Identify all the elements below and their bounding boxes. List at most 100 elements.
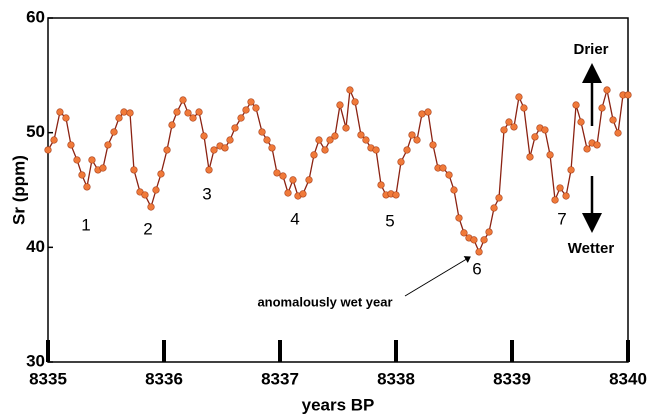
annotation: 6 <box>472 259 481 278</box>
data-point <box>413 136 421 144</box>
data-point <box>83 183 91 191</box>
data-point <box>279 172 287 180</box>
data-point <box>130 166 138 174</box>
data-point <box>526 153 534 161</box>
data-point <box>351 98 359 106</box>
data-point <box>268 144 276 152</box>
data-point <box>184 109 192 117</box>
data-point <box>310 151 318 159</box>
data-point <box>189 114 197 122</box>
x-tick-label: 8340 <box>609 369 647 388</box>
annotation: 5 <box>385 211 394 230</box>
data-point <box>237 114 245 122</box>
data-point <box>221 144 229 152</box>
data-point <box>252 104 260 112</box>
data-point <box>157 170 165 178</box>
data-point <box>424 108 432 116</box>
data-point <box>598 104 606 112</box>
data-point <box>418 110 426 118</box>
annotation: Wetter <box>568 240 615 257</box>
x-tick-label: 8339 <box>493 369 531 388</box>
data-point <box>115 114 123 122</box>
data-point <box>210 146 218 154</box>
data-point <box>336 101 344 109</box>
data-point <box>541 126 549 134</box>
data-point <box>531 133 539 141</box>
data-point <box>179 96 187 104</box>
data-point <box>515 93 523 101</box>
data-point <box>455 214 463 222</box>
data-point <box>346 86 354 94</box>
data-point <box>577 118 585 126</box>
data-point <box>88 156 96 164</box>
data-point <box>284 189 292 197</box>
data-point <box>490 204 498 212</box>
data-point <box>480 236 488 244</box>
data-point <box>152 186 160 194</box>
data-point <box>510 123 518 131</box>
data-point <box>258 128 266 136</box>
data-point <box>593 141 601 149</box>
data-point <box>609 116 617 124</box>
annotation: Drier <box>573 41 608 58</box>
data-point <box>73 156 81 164</box>
data-point <box>403 146 411 154</box>
data-point <box>99 164 107 172</box>
data-point <box>247 98 255 106</box>
data-point <box>485 228 493 236</box>
data-point <box>44 146 52 154</box>
y-tick-label: 40 <box>26 237 45 256</box>
data-point <box>205 166 213 174</box>
data-point <box>397 158 405 166</box>
annotation: 4 <box>290 209 299 228</box>
annotation: 1 <box>81 215 90 234</box>
data-point <box>231 124 239 132</box>
data-point <box>392 191 400 199</box>
data-point <box>439 164 447 172</box>
data-point <box>372 146 380 154</box>
data-point <box>546 151 554 159</box>
data-point <box>500 126 508 134</box>
data-point <box>562 192 570 200</box>
data-point <box>200 132 208 140</box>
data-point <box>273 169 281 177</box>
data-point <box>173 108 181 116</box>
data-point <box>357 131 365 139</box>
y-tick-label: 60 <box>26 7 45 26</box>
data-point <box>104 141 112 149</box>
y-tick-label: 30 <box>26 351 45 370</box>
data-point <box>377 181 385 189</box>
data-point <box>551 196 559 204</box>
data-point <box>299 190 307 198</box>
data-point <box>475 248 483 256</box>
data-point <box>195 108 203 116</box>
data-point <box>120 108 128 116</box>
data-point <box>62 114 70 122</box>
data-point <box>408 131 416 139</box>
data-point <box>321 146 329 154</box>
data-point <box>429 141 437 149</box>
x-tick-label: 8338 <box>377 369 415 388</box>
data-point <box>342 124 350 132</box>
data-point <box>583 145 591 153</box>
data-point <box>450 186 458 194</box>
data-point <box>556 184 564 192</box>
data-point <box>67 141 75 149</box>
data-point <box>78 171 86 179</box>
data-point <box>572 101 580 109</box>
plot-frame <box>47 17 629 363</box>
data-point <box>460 229 468 237</box>
data-point <box>520 104 528 112</box>
annotation: anomalously wet year <box>257 294 392 309</box>
data-point <box>567 166 575 174</box>
data-point <box>226 136 234 144</box>
data-point <box>147 203 155 211</box>
y-axis-label: Sr (ppm) <box>9 155 28 225</box>
y-tick-label: 50 <box>26 122 45 141</box>
data-point <box>305 176 313 184</box>
data-point <box>163 146 171 154</box>
x-tick-label: 8337 <box>261 369 299 388</box>
data-point <box>168 121 176 129</box>
annotation: 3 <box>202 184 211 203</box>
